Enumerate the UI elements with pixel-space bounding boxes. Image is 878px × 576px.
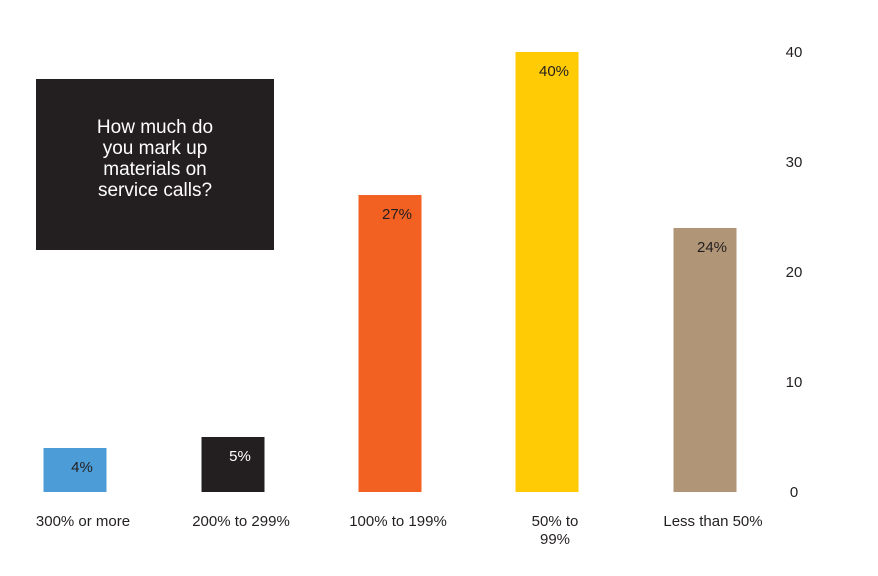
y-tick-label: 0 — [790, 484, 798, 501]
chart-title: How much do you mark up materials on ser… — [96, 116, 214, 201]
bar-value-label: 27% — [382, 206, 412, 223]
category-label: 50% to 99% — [532, 513, 579, 548]
bar-value-label: 40% — [539, 63, 569, 80]
bar-value-label: 4% — [71, 459, 93, 476]
bar-value-label: 24% — [697, 239, 727, 256]
y-tick-label: 20 — [786, 264, 803, 281]
bar-value-label: 5% — [229, 448, 251, 465]
bar — [673, 228, 737, 492]
y-tick-label: 30 — [786, 154, 803, 171]
chart-title-box: How much do you mark up materials on ser… — [36, 79, 274, 250]
bar — [515, 52, 579, 492]
category-label: 300% or more — [36, 513, 130, 530]
bar — [43, 448, 107, 492]
category-label: Less than 50% — [663, 513, 762, 530]
category-label: 200% to 299% — [192, 513, 290, 530]
bar — [358, 195, 422, 492]
y-tick-label: 40 — [786, 44, 803, 61]
y-tick-label: 10 — [786, 374, 803, 391]
bar — [201, 437, 265, 492]
category-label: 100% to 199% — [349, 513, 447, 530]
